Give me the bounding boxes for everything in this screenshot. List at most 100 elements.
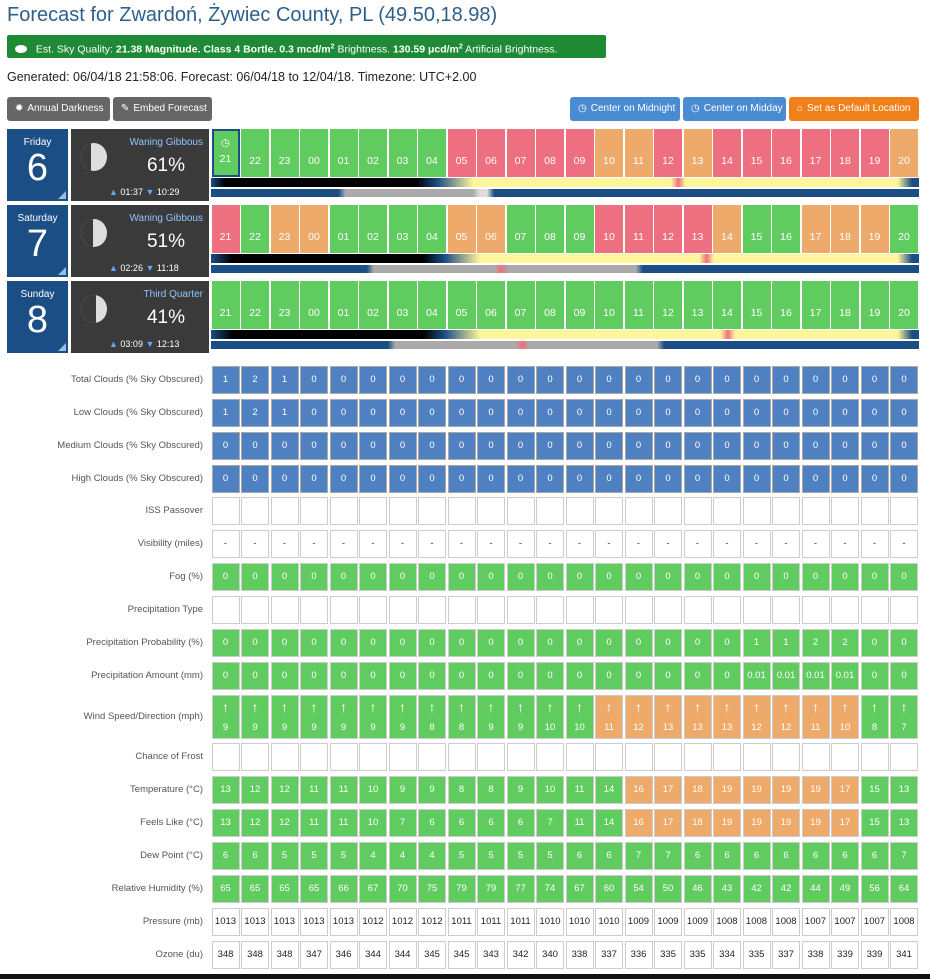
hour-cell[interactable]: 04 (418, 205, 446, 253)
hour-cell[interactable]: 21 (211, 205, 240, 253)
data-cell: 0 (447, 465, 476, 493)
hour-cell[interactable]: 06 (477, 281, 505, 329)
hour-cell[interactable]: 18 (831, 129, 859, 177)
hour-cell[interactable]: 13 (683, 205, 712, 253)
hour-cell[interactable]: 23 (270, 129, 299, 177)
hour-cell[interactable]: 03 (388, 281, 417, 329)
data-cell: 0 (565, 629, 594, 657)
data-cell: 0 (300, 432, 328, 460)
hour-cell[interactable]: 03 (388, 129, 417, 177)
hour-cell[interactable]: 20 (890, 205, 918, 253)
day-date: 8 (26, 299, 49, 341)
hour-label: 21 (219, 307, 232, 319)
hour-cell[interactable]: 08 (536, 281, 564, 329)
hour-cell[interactable]: 08 (536, 129, 564, 177)
wind-cell: ↑ 10 (536, 695, 564, 739)
hour-cell[interactable]: 09 (565, 281, 594, 329)
data-cell: 42 (772, 875, 800, 903)
hour-cell[interactable]: 17 (801, 281, 830, 329)
hour-cell[interactable]: 11 (624, 205, 653, 253)
hour-cell[interactable]: 12 (654, 281, 682, 329)
hour-cell[interactable]: 07 (506, 281, 535, 329)
hour-label: 09 (573, 155, 586, 167)
hour-cell[interactable]: 17 (801, 129, 830, 177)
row-label: Ozone (du) (155, 949, 203, 960)
hour-cell[interactable]: 02 (359, 281, 387, 329)
hour-cell[interactable]: 14 (713, 129, 741, 177)
hour-cell[interactable]: 00 (300, 205, 328, 253)
day-box[interactable]: Friday 6 (7, 129, 68, 201)
hour-cell[interactable]: 19 (860, 129, 889, 177)
wind-arrow-icon: ↑ (664, 699, 672, 715)
hour-cell[interactable]: 10 (595, 129, 623, 177)
day-box[interactable]: Sunday 8 (7, 281, 68, 353)
moon-box: Third Quarter 41% ▲ 03:09 ▼ 12:13 (71, 281, 209, 353)
hour-cell[interactable]: 02 (359, 129, 387, 177)
hour-cell[interactable]: 05 (447, 281, 476, 329)
hour-cell[interactable]: 16 (772, 205, 800, 253)
hour-label: 16 (780, 307, 792, 319)
hour-cell[interactable]: 05 (447, 129, 476, 177)
hour-cell[interactable]: 22 (241, 281, 269, 329)
data-cell: 0 (713, 432, 741, 460)
hour-cell[interactable]: 15 (742, 129, 771, 177)
hour-cell[interactable]: 18 (831, 281, 859, 329)
data-cell (860, 497, 889, 525)
hour-cell[interactable]: 02 (359, 205, 387, 253)
center-midnight-button[interactable]: ◷ Center on Midnight (570, 97, 680, 121)
hour-cell[interactable]: 13 (683, 129, 712, 177)
hour-cell[interactable]: 10 (595, 281, 623, 329)
hour-cell[interactable]: 23 (270, 205, 299, 253)
hour-cell[interactable]: 01 (329, 281, 358, 329)
hour-cell[interactable]: 15 (742, 281, 771, 329)
hour-cell[interactable]: 04 (418, 281, 446, 329)
center-midday-button[interactable]: ◷ Center on Midday (683, 97, 786, 121)
hour-cell[interactable]: 19 (860, 205, 889, 253)
embed-forecast-button[interactable]: ✎ Embed Forecast (113, 97, 212, 121)
hour-cell[interactable]: 05 (447, 205, 476, 253)
hour-cell[interactable]: 17 (801, 205, 830, 253)
hour-cell[interactable]: 11 (624, 129, 653, 177)
moonrise-time: 01:37 (117, 187, 146, 197)
hour-cell[interactable]: 22 (241, 205, 269, 253)
hour-cell[interactable]: 15 (742, 205, 771, 253)
hour-cell[interactable]: 01 (329, 205, 358, 253)
hour-cell[interactable]: 14 (713, 281, 741, 329)
hour-cell[interactable]: 04 (418, 129, 446, 177)
hour-cell[interactable]: 09 (565, 205, 594, 253)
hour-cell[interactable]: 03 (388, 205, 417, 253)
hour-cell[interactable]: ◷ 21 (211, 129, 240, 177)
hour-cell[interactable]: 16 (772, 129, 800, 177)
hour-cell[interactable]: 11 (624, 281, 653, 329)
hour-cell[interactable]: 13 (683, 281, 712, 329)
day-box[interactable]: Saturday 7 (7, 205, 68, 277)
hour-cell[interactable]: 20 (890, 281, 918, 329)
hour-cell[interactable]: 23 (270, 281, 299, 329)
wind-arrow-icon: ↑ (635, 699, 642, 715)
data-cell: 0 (536, 563, 564, 591)
hour-cell[interactable]: 12 (654, 129, 682, 177)
hour-cell[interactable]: 07 (506, 129, 535, 177)
hour-cell[interactable]: 20 (890, 129, 918, 177)
hour-cell[interactable]: 10 (595, 205, 623, 253)
hour-cell[interactable]: 22 (241, 129, 269, 177)
hour-cell[interactable]: 14 (713, 205, 741, 253)
hour-cell[interactable]: 00 (300, 281, 328, 329)
hour-cell[interactable]: 07 (506, 205, 535, 253)
hour-cell[interactable]: 21 (211, 281, 240, 329)
data-cell: 0 (329, 399, 358, 427)
hour-cell[interactable]: 12 (654, 205, 682, 253)
hour-cell[interactable]: 16 (772, 281, 800, 329)
hour-cell[interactable]: 00 (300, 129, 328, 177)
hour-cell[interactable]: 18 (831, 205, 859, 253)
data-cell: 60 (595, 875, 623, 903)
hour-cell[interactable]: 06 (477, 129, 505, 177)
hour-cell[interactable]: 19 (860, 281, 889, 329)
hour-cell[interactable]: 06 (477, 205, 505, 253)
hour-cell[interactable]: 08 (536, 205, 564, 253)
hour-cell[interactable]: 01 (329, 129, 358, 177)
annual-darkness-button[interactable]: ✹ Annual Darkness (7, 97, 110, 121)
data-cell: 335 (683, 941, 712, 969)
hour-cell[interactable]: 09 (565, 129, 594, 177)
set-default-button[interactable]: ⌂ Set as Default Location (789, 97, 919, 121)
